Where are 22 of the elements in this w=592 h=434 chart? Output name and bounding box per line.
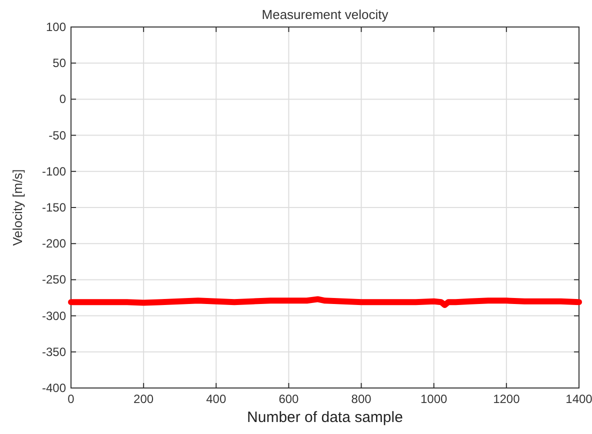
y-tick-label: -400: [42, 381, 66, 395]
y-tick-label: -150: [42, 200, 66, 214]
y-tick-label: -350: [42, 344, 66, 359]
x-tick-label: 1000: [420, 392, 448, 406]
chart-title: Measurement velocity: [262, 7, 389, 22]
x-tick-label: 400: [206, 392, 226, 406]
y-axis-title: Velocity [m/s]: [10, 169, 25, 246]
y-tick-label: -300: [42, 308, 66, 323]
x-tick-label: 1200: [493, 392, 520, 406]
x-tick-label: 0: [68, 392, 75, 406]
x-tick-label: 600: [278, 392, 300, 406]
y-tick-label: -50: [48, 128, 66, 142]
x-axis-title: Number of data sample: [247, 409, 403, 426]
x-tick-label: 1400: [566, 392, 592, 406]
y-tick-label: 50: [52, 56, 66, 70]
y-tick-label: 100: [46, 20, 66, 34]
y-tick-label: -200: [42, 236, 66, 251]
y-tick-label: 0: [59, 92, 66, 106]
x-tick-label: 800: [351, 392, 372, 406]
y-tick-label: -100: [42, 164, 66, 178]
y-tick-label: -250: [42, 272, 66, 287]
x-tick-label: 200: [134, 392, 154, 406]
